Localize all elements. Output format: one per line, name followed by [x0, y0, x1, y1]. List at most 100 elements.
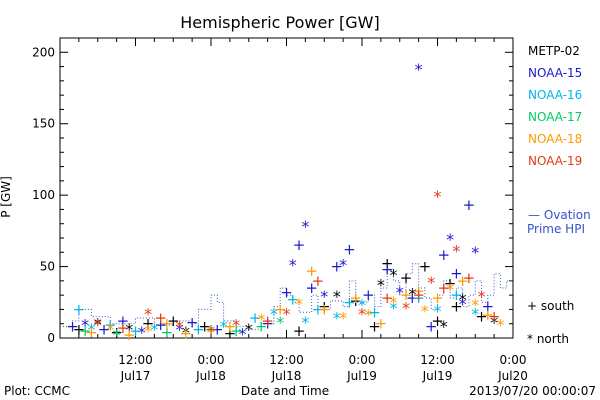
point-metp-02: + [450, 298, 463, 316]
y-axis-label: P [GW] [0, 176, 13, 218]
point-noaa-19: * [358, 304, 366, 323]
point-noaa-16: + [249, 309, 262, 327]
point-noaa-15: + [211, 320, 224, 338]
point-noaa-18: + [274, 300, 287, 318]
point-noaa-19: + [312, 272, 325, 290]
x-axis: 12:00 Jul17 0:00 Jul18 12:00 Jul18 0:00 Jul19 12… [59, 38, 528, 383]
point-noaa-19: * [434, 187, 442, 206]
point-noaa-15: + [154, 316, 167, 334]
point-noaa-17: * [207, 321, 215, 340]
point-metp-02: + [475, 308, 488, 326]
point-noaa-15: + [438, 246, 451, 264]
point-noaa-18: + [349, 289, 362, 307]
ovation-label-line1: — Ovation [528, 208, 591, 222]
x-tick-time-label: 12:00 [420, 353, 455, 367]
point-metp-02: + [198, 318, 211, 336]
point-noaa-19: + [261, 312, 274, 330]
point-noaa-15: * [459, 294, 467, 313]
ovation-prime-hpi-line [60, 263, 513, 330]
point-noaa-16: + [192, 320, 205, 338]
point-noaa-19: + [488, 308, 501, 326]
point-noaa-18: + [412, 282, 425, 300]
point-noaa-18: + [400, 286, 413, 304]
point-metp-02: * [389, 266, 397, 285]
point-metp-02: * [459, 290, 467, 309]
point-metp-02: + [431, 312, 444, 330]
point-noaa-18: + [85, 323, 98, 341]
x-axis-label: Date and Time [241, 384, 329, 398]
point-noaa-15: + [343, 240, 356, 258]
point-noaa-15: + [450, 265, 463, 283]
point-metp-02: * [94, 314, 102, 333]
point-metp-02: * [377, 276, 385, 295]
point-noaa-19: * [427, 273, 435, 292]
x-tick-date-label: Jul17 [120, 369, 151, 383]
point-noaa-18: * [389, 293, 397, 312]
point-noaa-16: + [312, 300, 325, 318]
timestamp: 2013/07/20 00:00:07 [469, 384, 596, 398]
point-noaa-18: + [375, 315, 388, 333]
x-tick-date-label: Jul20 [497, 369, 528, 383]
y-axis: 0 50 100 150 200 [32, 45, 513, 345]
point-noaa-16: + [412, 289, 425, 307]
legend-entry-noaa-17: NOAA-17 [528, 110, 582, 124]
point-noaa-16: + [73, 300, 86, 318]
point-noaa-18: + [224, 318, 237, 336]
point-noaa-15: + [186, 313, 199, 331]
symbol-north-label: * north [527, 332, 569, 346]
point-noaa-15: * [396, 283, 404, 302]
point-noaa-15: + [362, 286, 375, 304]
point-noaa-16: + [450, 286, 463, 304]
point-noaa-18: * [207, 323, 215, 342]
point-noaa-16: * [150, 320, 158, 339]
point-noaa-16: + [343, 293, 356, 311]
ovation-step-path [60, 263, 513, 330]
point-noaa-16: * [333, 309, 341, 328]
point-metp-02: * [245, 320, 253, 339]
point-metp-02: + [73, 320, 86, 338]
point-metp-02: + [224, 325, 237, 343]
point-noaa-15: * [138, 323, 146, 342]
point-noaa-19: * [144, 304, 152, 323]
point-metp-02: + [318, 298, 331, 316]
point-noaa-15: * [446, 230, 454, 249]
point-noaa-15: * [415, 60, 423, 79]
point-noaa-18: + [482, 306, 495, 324]
point-metp-02: + [400, 269, 413, 287]
point-noaa-16: + [368, 303, 381, 321]
point-noaa-15: * [320, 287, 328, 306]
x-tick-time-label: 0:00 [198, 353, 225, 367]
point-noaa-19: * [232, 316, 240, 335]
point-noaa-17: + [230, 322, 243, 340]
point-noaa-16: * [301, 313, 309, 332]
data-points: + * + * + +* + + * ++* ++*+* +*++*++*+ *+ * + +* + * + + *++… [66, 60, 504, 345]
point-noaa-19: + [412, 286, 425, 304]
point-noaa-15: + [482, 298, 495, 316]
point-metp-02: * [182, 323, 190, 342]
x-tick-date-label: Jul18 [195, 369, 226, 383]
point-metp-02: + [419, 258, 432, 276]
point-noaa-17: + [79, 322, 92, 340]
point-noaa-15: + [381, 260, 394, 278]
y-tick-label: 100 [32, 188, 55, 202]
point-noaa-15: * [176, 320, 184, 339]
x-tick-time-label: 0:00 [500, 353, 527, 367]
point-noaa-18: * [106, 320, 114, 339]
legend-entry-metp-02: METP-02 [528, 44, 580, 58]
point-noaa-17: + [161, 323, 174, 341]
point-metp-02: * [333, 287, 341, 306]
point-noaa-18: * [471, 296, 479, 315]
x-tick-date-label: Jul19 [422, 369, 453, 383]
x-tick-time-label: 12:00 [118, 353, 153, 367]
legend-entry-noaa-16: NOAA-16 [528, 88, 582, 102]
point-noaa-18: + [456, 272, 469, 290]
point-noaa-19: + [381, 289, 394, 307]
point-noaa-19: + [463, 269, 476, 287]
point-noaa-17: + [255, 318, 268, 336]
point-metp-02: * [408, 284, 416, 303]
ovation-label-line2: Prime HPI [527, 222, 585, 236]
legend-entry-noaa-18: NOAA-18 [528, 132, 582, 146]
y-tick-label: 150 [32, 117, 55, 131]
point-noaa-15: + [261, 315, 274, 333]
